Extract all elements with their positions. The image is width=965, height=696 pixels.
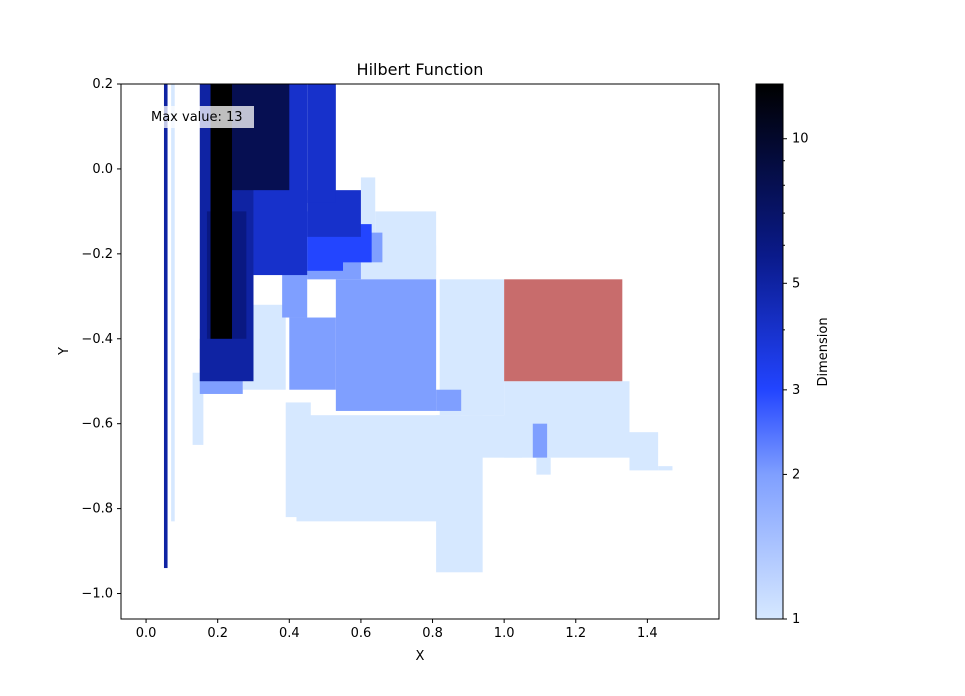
heatmap-cell [436, 389, 462, 411]
x-tick-label: 0.0 [136, 626, 157, 641]
heatmap-cell [285, 402, 311, 518]
plot-frame [120, 83, 720, 620]
heatmap-cell [307, 84, 336, 203]
heatmap-cell [629, 432, 659, 471]
heatmap-cell [282, 270, 308, 318]
colorbar-label: Dimension [816, 317, 831, 386]
y-tick-label: −0.2 [81, 247, 113, 262]
y-tick-label: −0.8 [81, 502, 113, 517]
y-tick-label: −1.0 [81, 587, 113, 602]
colorbar-ticks: 1 2 3 5 10 [783, 132, 809, 627]
x-tick-label: 1.2 [565, 626, 586, 641]
x-tick-label: 0.6 [351, 626, 372, 641]
colorbar-tick-label: 3 [792, 383, 800, 398]
y-axis-label: Y [57, 347, 72, 356]
colorbar-tick-label: 10 [792, 132, 809, 147]
colorbar-gradient [755, 83, 784, 620]
x-axis-label: X [416, 649, 425, 664]
heatmap-cell [296, 415, 462, 522]
heatmap-cell [335, 279, 437, 411]
x-tick-label: 0.4 [279, 626, 300, 641]
colorbar-tick-label: 2 [792, 467, 800, 482]
x-axis: 0.0 0.2 0.4 0.6 0.8 1.0 1.2 1.4 [136, 619, 658, 641]
x-tick-label: 0.8 [422, 626, 443, 641]
y-tick-label: 0.2 [92, 77, 113, 92]
heatmap-cell [171, 84, 175, 522]
heatmap-cell [658, 466, 673, 471]
x-tick-label: 1.0 [494, 626, 515, 641]
heatmap-cell [532, 423, 548, 458]
heatmap-cell [163, 84, 168, 569]
max-value-annotation: Max value: 13 [147, 106, 254, 128]
chart-title: Hilbert Function [357, 60, 484, 79]
heatmap-cell [210, 84, 233, 339]
colorbar-tick-label: 5 [792, 276, 800, 291]
heatmap-cell [192, 372, 204, 445]
highlight-region [504, 279, 623, 382]
heatmap-regions [163, 84, 673, 573]
colorbar: 1 2 3 5 10 Dimension [755, 83, 831, 627]
annotation-box [147, 106, 254, 128]
y-tick-label: 0.0 [92, 162, 113, 177]
annotation-text: Max value: 13 [151, 110, 243, 125]
heatmap-cell [289, 317, 336, 390]
x-tick-label: 1.4 [637, 626, 658, 641]
y-tick-label: −0.6 [81, 417, 113, 432]
x-tick-label: 0.2 [207, 626, 228, 641]
heatmap-cell [504, 381, 630, 458]
heatmap-cell [536, 457, 551, 475]
y-tick-label: −0.4 [81, 332, 113, 347]
colorbar-tick-label: 1 [792, 612, 800, 627]
y-axis: 0.2 0.0 −0.2 −0.4 −0.6 −0.8 −1.0 [81, 77, 121, 602]
